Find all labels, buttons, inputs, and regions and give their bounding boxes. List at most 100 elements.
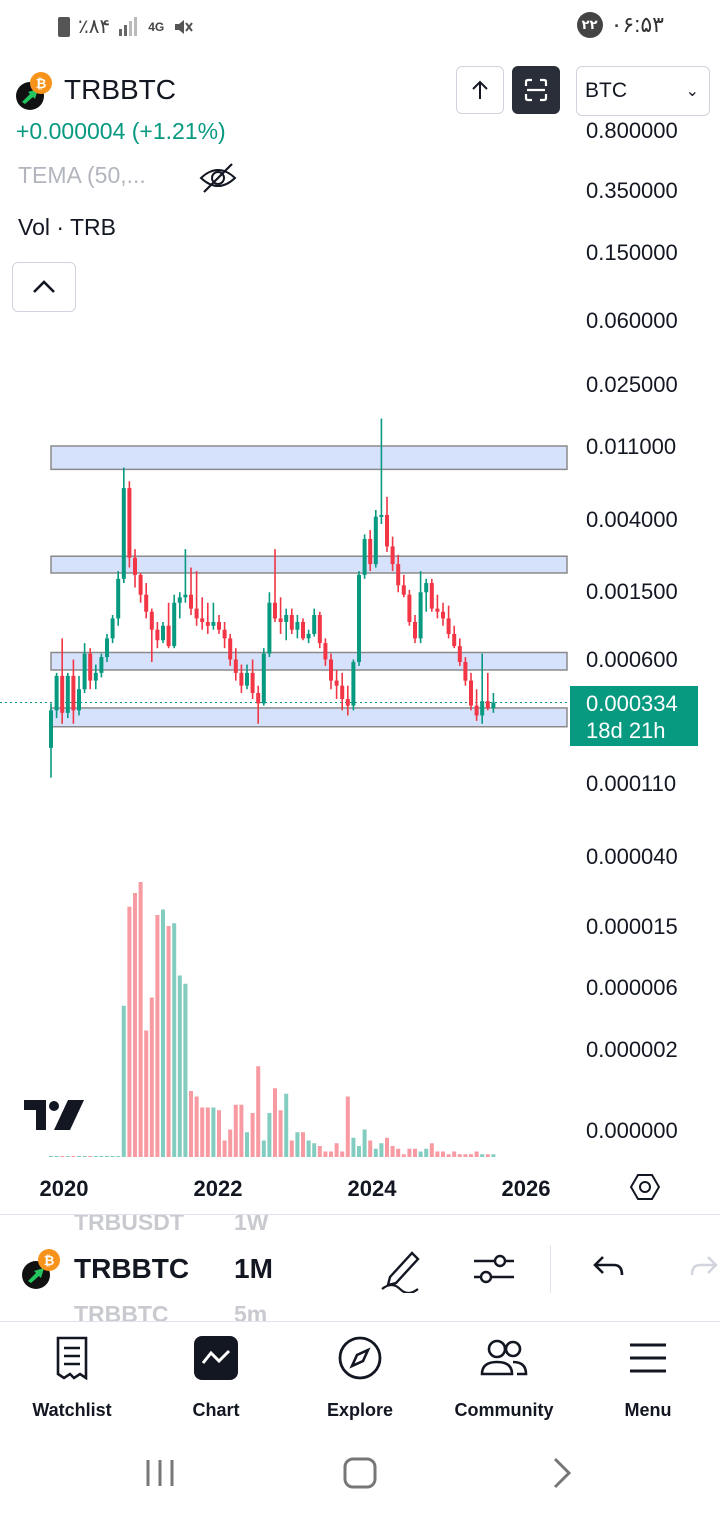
collapse-legend-button[interactable]: [12, 262, 76, 312]
candle[interactable]: [345, 685, 350, 716]
toolbar-symbol-logo[interactable]: ₿: [20, 1247, 64, 1291]
candle[interactable]: [77, 675, 81, 716]
candle[interactable]: [161, 621, 165, 644]
candle[interactable]: [222, 621, 227, 649]
volume-label[interactable]: Vol · TRB: [18, 214, 116, 240]
candle[interactable]: [457, 638, 462, 666]
candle[interactable]: [144, 583, 149, 619]
nav-menu[interactable]: Menu: [576, 1332, 720, 1421]
candle[interactable]: [194, 571, 199, 626]
candle[interactable]: [385, 496, 389, 552]
candle[interactable]: [362, 534, 367, 579]
candle[interactable]: [245, 664, 249, 690]
candle[interactable]: [446, 605, 451, 639]
toolbar-interval[interactable]: 1M: [234, 1253, 273, 1284]
candle[interactable]: [60, 638, 65, 724]
zone-rect[interactable]: [50, 445, 568, 471]
zone-rect[interactable]: [50, 555, 568, 574]
candle[interactable]: [110, 615, 115, 644]
candle[interactable]: [351, 659, 356, 711]
candle[interactable]: [295, 615, 300, 639]
candle[interactable]: [49, 703, 53, 778]
candle[interactable]: [373, 509, 378, 568]
candle[interactable]: [390, 536, 395, 572]
candle[interactable]: [233, 648, 238, 681]
zone-rect[interactable]: [50, 651, 568, 671]
candle[interactable]: [301, 618, 305, 641]
chart-settings-icon[interactable]: [630, 1172, 660, 1202]
candle[interactable]: [452, 625, 457, 649]
candle[interactable]: [149, 608, 154, 662]
candle[interactable]: [99, 653, 104, 678]
candle[interactable]: [177, 592, 182, 619]
candle[interactable]: [469, 672, 473, 711]
toolbar-symbol[interactable]: TRBBTC: [74, 1253, 190, 1284]
drawing-tools-icon[interactable]: [378, 1245, 422, 1293]
candle[interactable]: [379, 418, 384, 525]
currency-select[interactable]: BTC ⌄: [576, 66, 710, 116]
candle[interactable]: [82, 643, 87, 694]
indicators-icon[interactable]: [472, 1245, 516, 1293]
candle[interactable]: [127, 481, 132, 568]
candle[interactable]: [334, 669, 339, 700]
candle[interactable]: [71, 659, 76, 724]
nav-explore[interactable]: Explore: [288, 1332, 432, 1421]
candle[interactable]: [424, 578, 429, 612]
candle[interactable]: [273, 549, 277, 622]
candle[interactable]: [250, 659, 255, 700]
candle[interactable]: [284, 608, 289, 641]
candle[interactable]: [429, 578, 434, 612]
candle[interactable]: [65, 672, 70, 719]
candle[interactable]: [401, 574, 406, 598]
candle[interactable]: [138, 572, 143, 603]
zone-rect[interactable]: [50, 707, 568, 728]
candle[interactable]: [491, 693, 496, 713]
candle[interactable]: [357, 571, 361, 666]
candle[interactable]: [105, 633, 109, 662]
candle[interactable]: [317, 611, 322, 649]
candle[interactable]: [368, 530, 373, 572]
nav-chart[interactable]: Chart: [144, 1332, 288, 1421]
share-button[interactable]: [456, 66, 504, 114]
candle[interactable]: [155, 621, 160, 649]
symbol-title[interactable]: TRBBTC: [64, 74, 176, 105]
eye-off-icon[interactable]: [198, 160, 238, 196]
candle[interactable]: [133, 549, 137, 588]
candle[interactable]: [54, 672, 59, 719]
candle[interactable]: [200, 597, 205, 630]
home-icon[interactable]: [342, 1456, 378, 1490]
candle[interactable]: [183, 549, 188, 603]
candle[interactable]: [205, 602, 210, 634]
candle[interactable]: [413, 615, 417, 644]
candle[interactable]: [256, 685, 261, 724]
candle[interactable]: [116, 571, 121, 626]
candle[interactable]: [267, 592, 272, 658]
candle[interactable]: [278, 597, 283, 634]
candle[interactable]: [340, 672, 345, 711]
candle[interactable]: [189, 567, 193, 615]
candle[interactable]: [217, 615, 221, 634]
recent-apps-icon[interactable]: [144, 1458, 176, 1488]
candle[interactable]: [441, 602, 445, 626]
nav-watchlist[interactable]: Watchlist: [0, 1332, 144, 1421]
candle[interactable]: [211, 602, 216, 630]
candle[interactable]: [93, 664, 98, 690]
candle[interactable]: [312, 608, 317, 637]
candle[interactable]: [435, 594, 440, 619]
candle[interactable]: [474, 689, 479, 721]
price-chart[interactable]: 0.800000 0.350000 0.150000 0.060000 0.025000…: [0, 120, 720, 1210]
candle[interactable]: [407, 589, 412, 626]
indicator-label[interactable]: TEMA (50,...: [18, 162, 146, 188]
undo-icon[interactable]: [590, 1245, 626, 1293]
candle[interactable]: [323, 638, 328, 666]
candle[interactable]: [329, 653, 333, 690]
candle[interactable]: [485, 672, 490, 711]
candle[interactable]: [121, 467, 126, 584]
symbol-logo[interactable]: ₿: [16, 70, 56, 110]
candle[interactable]: [261, 648, 266, 706]
candle[interactable]: [228, 633, 233, 666]
back-icon[interactable]: [550, 1456, 574, 1490]
redo-icon[interactable]: [688, 1245, 720, 1293]
candle[interactable]: [88, 648, 93, 690]
candle[interactable]: [463, 657, 468, 686]
